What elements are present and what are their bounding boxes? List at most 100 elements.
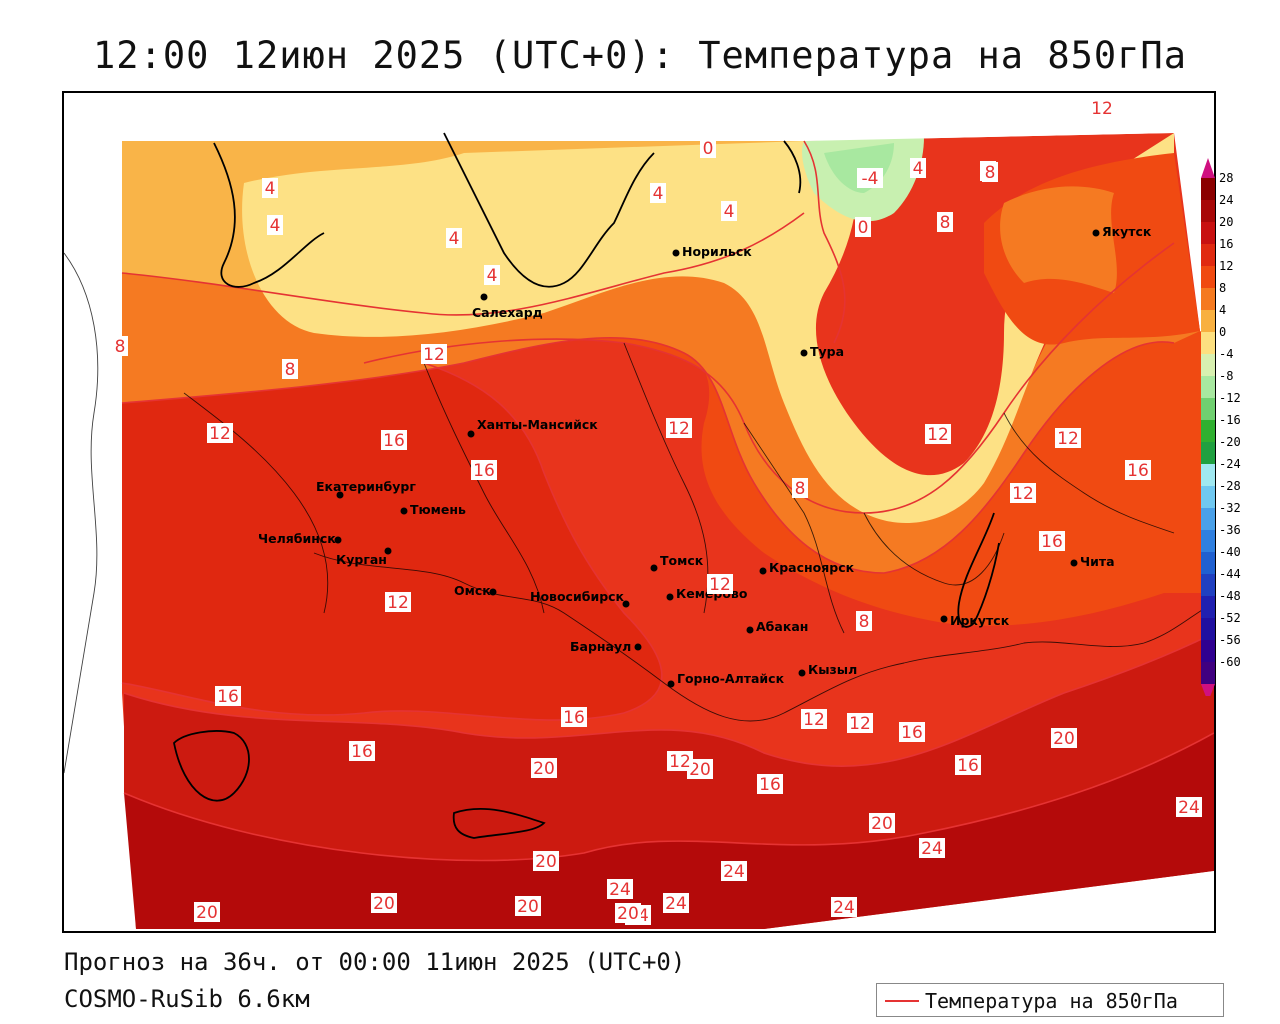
colorbar-swatch [1201,530,1215,552]
isotherm-label: 16 [955,755,981,776]
colorbar-swatch [1201,442,1215,464]
isotherm-label: 12 [667,751,693,772]
isotherm-label: 16 [899,722,925,743]
svg-text:8: 8 [795,479,806,499]
svg-text:24: 24 [921,839,943,859]
svg-text:20: 20 [517,897,539,917]
city-irkutsk[interactable]: Иркутск [940,613,1010,628]
city-chelyabinsk[interactable]: Челябинск [258,531,342,546]
city-salekhard[interactable]: Салехард [472,293,543,321]
colorbar-swatch [1201,244,1215,266]
colorbar-tick-label: -20 [1219,435,1241,449]
isotherm-label: 16 [349,741,375,762]
model-name: COSMO-RuSib 6.6км [64,985,310,1013]
svg-text:16: 16 [383,431,405,451]
city-tura[interactable]: Тура [800,344,845,359]
colorbar-swatch [1201,596,1215,618]
isotherm-label: 12 [385,592,411,613]
svg-text:20: 20 [196,903,218,923]
svg-text:16: 16 [957,756,979,776]
svg-text:24: 24 [609,880,631,900]
svg-text:12: 12 [1057,429,1079,449]
svg-text:16: 16 [473,461,495,481]
colorbar-swatch [1201,178,1215,200]
colorbar-swatch [1201,200,1215,222]
isotherm-label: 12 [421,344,447,365]
colorbar-tick-label: -28 [1219,479,1241,493]
city-barnaul[interactable]: Барнаул [570,639,642,654]
colorbar-tick-label: -16 [1219,413,1241,427]
svg-text:12: 12 [927,425,949,445]
city-novosibirsk[interactable]: Новосибирск [530,589,630,608]
svg-text:4: 4 [265,179,276,199]
svg-text:8: 8 [285,360,296,380]
isotherm-label: 20 [533,851,559,872]
city-gorno-altaysk[interactable]: Горно-Алтайск [667,671,785,688]
svg-text:Иркутск: Иркутск [950,613,1010,628]
colorbar-swatch [1201,552,1215,574]
city-kurgan[interactable]: Курган [336,547,392,568]
svg-text:Томск: Томск [660,553,704,568]
svg-text:Горно-Алтайск: Горно-Алтайск [677,671,785,686]
isotherm-label: 20 [515,896,541,917]
city-krasnoyarsk[interactable]: Красноярск [759,560,855,575]
isotherm-label: 24 [663,893,689,914]
svg-text:16: 16 [563,708,585,728]
svg-text:16: 16 [351,742,373,762]
isotherm-label: 20 [371,893,397,914]
city-omsk[interactable]: Омск [454,583,497,598]
svg-text:12: 12 [387,593,409,613]
city-kyzyl[interactable]: Кызыл [798,662,858,677]
colorbar-swatch [1201,332,1215,354]
temperature-zone-20 [124,633,1214,861]
outside-domain-south-east [764,871,1214,931]
svg-text:12: 12 [1091,99,1113,119]
svg-text:Салехард: Салехард [472,305,543,320]
temperature-zone-8-east [1000,186,1117,293]
city-yekaterinburg[interactable]: Екатеринбург [316,479,416,499]
isotherm-label: 20 [1051,728,1077,749]
isotherm-label: 20 [531,758,557,779]
city-khanty-mansiysk[interactable]: Ханты-Мансийск [467,417,599,438]
svg-text:0: 0 [703,139,714,159]
isotherm-label: 8 [982,162,998,183]
svg-text:16: 16 [217,687,239,707]
svg-text:4: 4 [449,229,460,249]
isotherm-label: 12 [707,574,733,595]
isotherm-label: 12 [1010,483,1036,504]
svg-text:20: 20 [689,760,711,780]
isotherm-label: 4 [910,158,926,179]
isotherm-label: 24 [919,838,945,859]
colorbar-swatch [1201,266,1215,288]
temperature-map: Норильск Якутск Салехард Тура Ханты-Манс… [64,93,1214,931]
svg-text:Кызыл: Кызыл [808,662,857,677]
city-yakutsk[interactable]: Якутск [1092,224,1152,239]
svg-text:8: 8 [985,163,996,183]
svg-text:4: 4 [724,202,735,222]
coastlines [173,132,1000,839]
city-abakan[interactable]: Абакан [746,619,809,634]
city-chita[interactable]: Чита [1070,554,1115,569]
city-tomsk[interactable]: Томск [650,553,704,572]
colorbar-tick-label: -48 [1219,589,1241,603]
svg-text:16: 16 [1041,532,1063,552]
isotherm-label: 24 [1176,797,1202,818]
isotherm-lines [121,140,1214,862]
svg-text:12: 12 [709,575,731,595]
svg-text:12: 12 [849,714,871,734]
isotherm-label: 12 [207,423,233,444]
isotherm-label: -4 [857,168,883,189]
svg-text:12: 12 [803,710,825,730]
city-tyumen[interactable]: Тюмень [400,502,467,517]
isotherm-label: 4 [267,215,283,236]
colorbar-swatch [1201,354,1215,376]
colorbar-swatch [1201,508,1215,530]
svg-text:0: 0 [858,218,869,238]
isotherm-label: 24 [607,879,633,900]
svg-text:24: 24 [833,898,855,918]
colorbar-swatch [1201,618,1215,640]
colorbar-tick-label: -12 [1219,391,1241,405]
colorbar-swatch [1201,640,1215,662]
isotherm-label: 16 [471,460,497,481]
city-norilsk[interactable]: Норильск [672,244,753,259]
